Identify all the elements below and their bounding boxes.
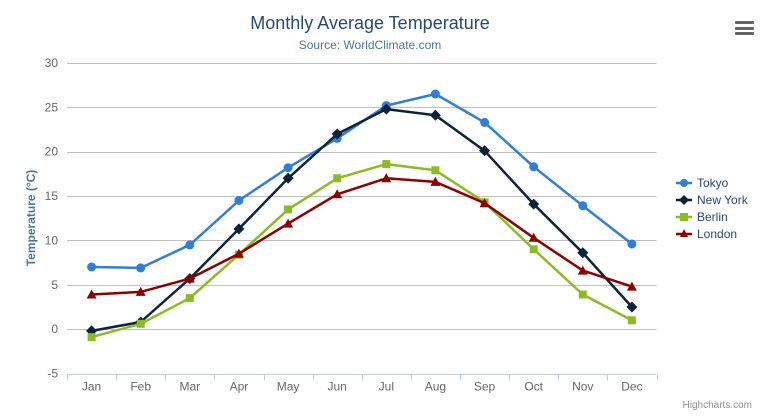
legend-marker xyxy=(680,178,688,187)
x-axis-label: Jul xyxy=(379,380,394,394)
data-point[interactable] xyxy=(184,273,195,283)
data-point[interactable] xyxy=(479,145,491,157)
x-axis-label: Mar xyxy=(179,380,200,394)
data-point[interactable] xyxy=(479,198,490,208)
data-point[interactable] xyxy=(234,196,244,205)
legend-item-tokyo[interactable]: Tokyo xyxy=(676,174,748,191)
y-axis-label: 30 xyxy=(45,56,59,70)
data-point[interactable] xyxy=(381,173,392,183)
series-line[interactable] xyxy=(90,162,634,339)
legend-label: New York xyxy=(697,192,748,207)
legend-label: Tokyo xyxy=(697,175,729,190)
x-axis-label: Oct xyxy=(524,380,543,394)
data-point[interactable] xyxy=(627,316,636,325)
data-point[interactable] xyxy=(380,103,392,115)
data-point[interactable] xyxy=(333,174,342,183)
legend-marker xyxy=(680,212,688,221)
legend-marker xyxy=(680,228,688,237)
data-point[interactable] xyxy=(233,223,245,235)
data-point[interactable] xyxy=(627,239,637,249)
menu-bar xyxy=(735,26,754,30)
data-point[interactable] xyxy=(136,263,146,273)
data-point[interactable] xyxy=(87,333,96,342)
y-axis-label: 20 xyxy=(45,145,59,159)
data-point[interactable] xyxy=(282,172,294,184)
legend: Tokyo New York Berlin London xyxy=(676,174,748,242)
data-point[interactable] xyxy=(577,247,589,259)
y-axis-label: -5 xyxy=(47,367,58,381)
y-axis-label: 25 xyxy=(45,100,59,114)
y-axis-label: 10 xyxy=(45,233,59,247)
series-new-york[interactable] xyxy=(86,103,638,337)
y-axis-label: 0 xyxy=(51,322,58,336)
data-point[interactable] xyxy=(578,290,587,299)
y-axis-label: 5 xyxy=(51,278,58,292)
data-point[interactable] xyxy=(578,201,588,211)
data-point[interactable] xyxy=(529,162,539,172)
data-point[interactable] xyxy=(480,117,490,127)
berlin-series-marker-icon xyxy=(676,212,692,221)
data-point[interactable] xyxy=(331,128,343,140)
x-axis-label: Jun xyxy=(328,380,347,394)
x-axis-label: Apr xyxy=(230,380,249,394)
tokyo-series-marker-icon xyxy=(676,178,692,187)
series-london[interactable] xyxy=(86,173,637,299)
data-point[interactable] xyxy=(626,301,638,313)
series-line[interactable] xyxy=(90,107,634,333)
x-axis-label: Dec xyxy=(621,380,642,394)
x-axis-label: Sep xyxy=(474,380,496,394)
data-point[interactable] xyxy=(87,262,97,272)
menu-bar xyxy=(735,32,754,35)
data-point[interactable] xyxy=(577,265,588,275)
legend-label: London xyxy=(697,226,738,241)
legend-item-berlin[interactable]: Berlin xyxy=(676,208,748,225)
x-axis-label: Feb xyxy=(130,380,151,394)
new-york-series-marker-icon xyxy=(676,194,692,205)
data-point[interactable] xyxy=(382,160,391,169)
data-point[interactable] xyxy=(430,176,441,186)
data-point[interactable] xyxy=(529,245,538,254)
y-axis-label: 15 xyxy=(45,189,59,203)
data-point[interactable] xyxy=(135,286,146,296)
data-point[interactable] xyxy=(431,166,440,175)
data-point[interactable] xyxy=(86,289,97,299)
data-point[interactable] xyxy=(283,218,294,228)
data-point[interactable] xyxy=(284,205,293,214)
legend-label: Berlin xyxy=(697,209,728,224)
data-point[interactable] xyxy=(185,240,195,250)
credits-link[interactable]: Highcharts.com xyxy=(682,400,752,411)
data-point[interactable] xyxy=(430,89,440,99)
chart-title: Monthly Average Temperature xyxy=(250,13,490,33)
series-line[interactable] xyxy=(90,177,634,296)
data-point[interactable] xyxy=(332,189,343,199)
data-point[interactable] xyxy=(429,109,441,121)
x-axis-label: May xyxy=(277,380,300,394)
legend-marker xyxy=(679,194,689,205)
menu-bar xyxy=(735,21,754,24)
series-tokyo[interactable] xyxy=(90,92,634,270)
legend-item-london[interactable]: London xyxy=(676,225,748,242)
data-point[interactable] xyxy=(283,163,293,173)
london-series-marker-icon xyxy=(676,228,692,237)
x-axis-label: Nov xyxy=(572,380,593,394)
data-point[interactable] xyxy=(136,319,145,328)
data-point[interactable] xyxy=(528,232,539,242)
legend-item-new-york[interactable]: New York xyxy=(676,191,748,208)
series-line[interactable] xyxy=(90,92,634,270)
data-point[interactable] xyxy=(626,281,637,291)
data-point[interactable] xyxy=(233,248,244,258)
x-axis-label: Aug xyxy=(425,380,446,394)
chart-subtitle: Source: WorldClimate.com xyxy=(298,38,442,52)
data-point[interactable] xyxy=(185,294,194,303)
data-point[interactable] xyxy=(528,198,540,210)
hamburger-menu-icon[interactable] xyxy=(735,21,754,35)
x-axis-label: Jan xyxy=(82,380,101,394)
